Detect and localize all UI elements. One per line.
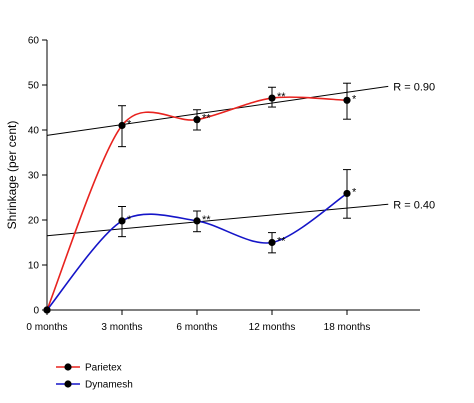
significance-marker: **	[202, 214, 211, 226]
data-point	[193, 217, 201, 225]
y-tick-label: 60	[28, 36, 40, 47]
x-tick-label: 3 months	[101, 322, 142, 333]
legend-marker	[64, 363, 72, 371]
y-tick-label: 20	[28, 216, 40, 227]
data-point	[118, 217, 126, 225]
significance-marker: *	[127, 214, 132, 226]
significance-marker: **	[202, 113, 211, 125]
series-line-parietex	[46, 96, 348, 311]
significance-marker: *	[352, 93, 357, 105]
legend-label: Parietex	[85, 363, 122, 374]
y-axis-label: Shrinkage (per cent)	[5, 121, 19, 230]
legend-label: Dynamesh	[85, 380, 133, 391]
legend-marker	[64, 380, 72, 388]
data-point	[343, 96, 351, 104]
y-tick-label: 40	[28, 126, 40, 137]
data-point	[268, 94, 276, 102]
trendline-r-label: R = 0.90	[393, 81, 435, 93]
significance-marker: *	[352, 186, 357, 198]
data-point	[43, 306, 51, 314]
trendline	[46, 85, 389, 136]
y-tick-label: 10	[28, 261, 40, 272]
x-tick-label: 6 months	[176, 322, 217, 333]
x-tick-label: 0 months	[26, 322, 67, 333]
trendline-r-label: R = 0.40	[393, 199, 435, 211]
data-point	[118, 121, 126, 130]
significance-marker: *	[127, 119, 132, 131]
x-tick-label: 12 months	[249, 322, 296, 333]
data-point	[268, 238, 276, 247]
significance-marker: **	[277, 91, 286, 103]
y-tick-label: 50	[28, 81, 40, 92]
y-tick-label: 0	[33, 306, 39, 317]
data-point	[193, 116, 201, 124]
y-tick-label: 30	[28, 171, 40, 182]
data-point	[343, 189, 351, 198]
significance-marker: **	[277, 236, 286, 248]
x-tick-label: 18 months	[324, 322, 371, 333]
trendline	[46, 203, 389, 237]
